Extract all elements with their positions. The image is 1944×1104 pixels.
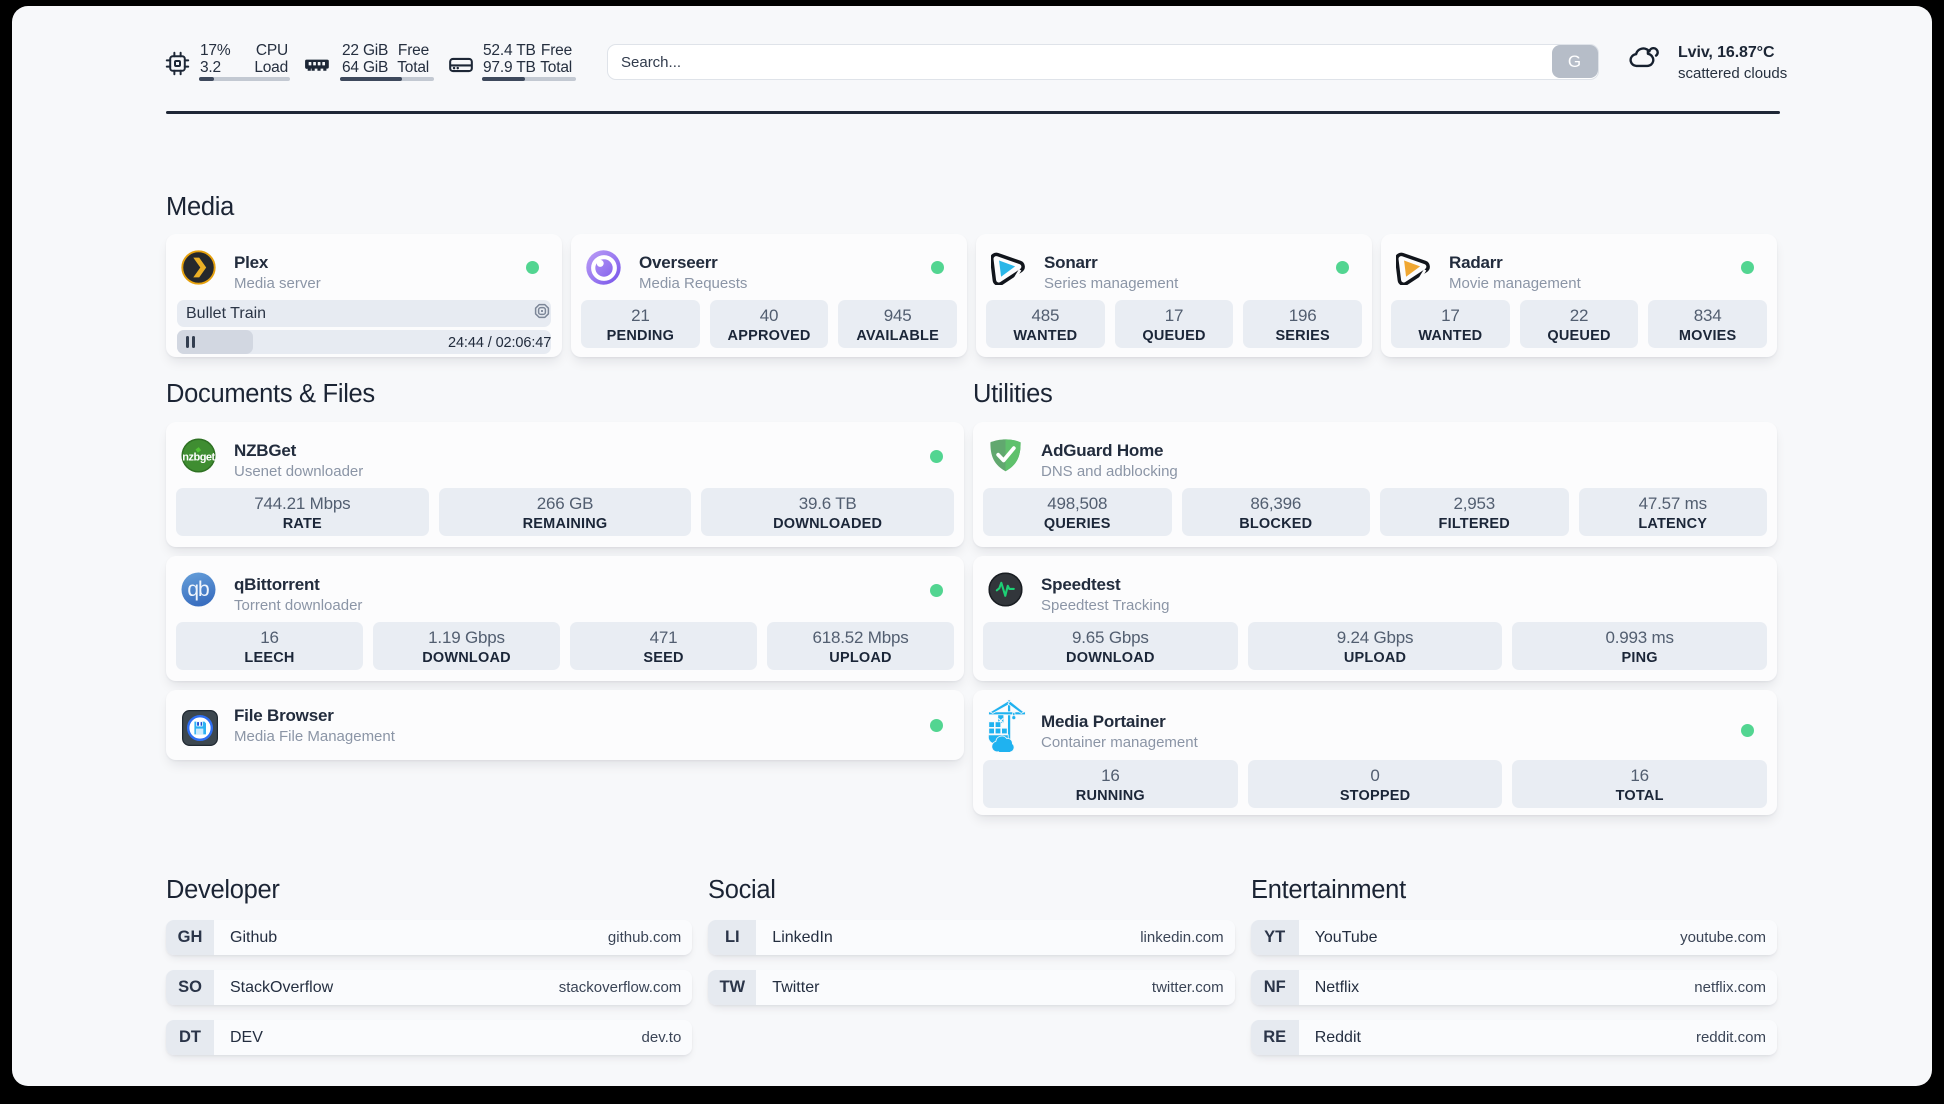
svg-text:nzbget: nzbget xyxy=(182,452,215,464)
svg-text:qb: qb xyxy=(187,578,209,601)
